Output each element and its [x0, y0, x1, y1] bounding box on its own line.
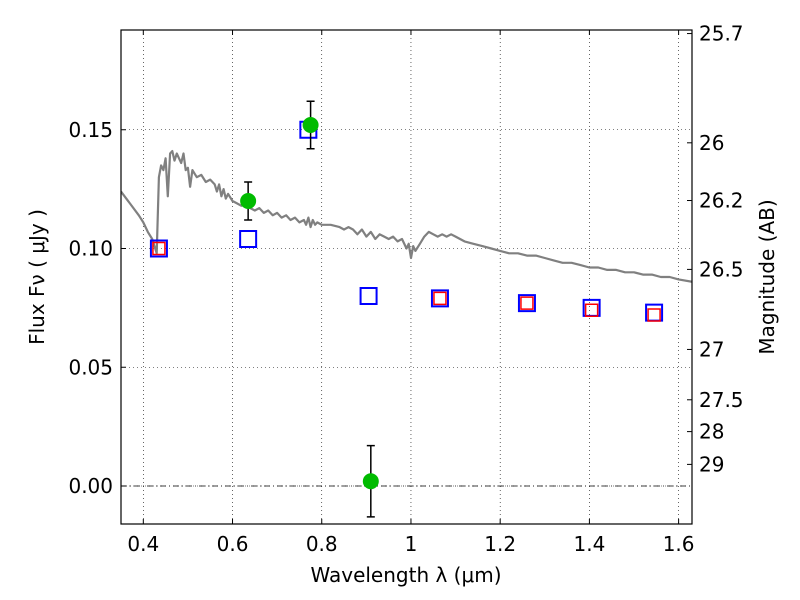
- x-axis-label: Wavelength λ (μm): [310, 563, 501, 587]
- y-tick-label: 0.05: [68, 355, 113, 379]
- observed-point: [362, 473, 379, 490]
- grid: [121, 30, 692, 524]
- x-tick-label: 0.6: [217, 532, 249, 556]
- observed-point: [302, 117, 319, 133]
- y2-tick-label: 28: [699, 420, 724, 444]
- x-tick-label: 0.4: [127, 532, 159, 556]
- x-tick-label: 0.8: [306, 532, 338, 556]
- y-tick-label: 0.15: [68, 118, 113, 142]
- small-box-marker: [152, 241, 166, 256]
- model-box-marker: [239, 230, 258, 248]
- small-box-marker: [433, 291, 447, 306]
- small-box-marker: [584, 303, 599, 317]
- observed-point: [240, 193, 257, 209]
- y-axis-label: Flux Fν ( μJy ): [25, 209, 49, 345]
- markers: [149, 100, 664, 518]
- model-box-marker: [430, 289, 449, 308]
- y-tick-label: 0.10: [68, 237, 113, 261]
- y2-axis-label: Magnitude (AB): [755, 199, 779, 354]
- y2-tick-label: 27: [699, 337, 724, 361]
- axes-frame: [120, 29, 693, 525]
- model-box-marker: [149, 239, 168, 258]
- ticks: 0.4 0.6 0.8 1 1.2 1.4 1.6 0.00 0.05 0.10 0.15 25.7 2…: [68, 22, 743, 556]
- small-box-marker: [647, 308, 661, 322]
- x-tick-label: 1.6: [663, 532, 695, 556]
- x-tick-label: 1: [405, 532, 418, 556]
- plot-area: [121, 100, 692, 518]
- y2-tick-label: 25.7: [699, 22, 744, 46]
- y2-tick-label: 26: [699, 131, 724, 155]
- small-box-marker: [520, 296, 534, 310]
- y2-tick-label: 27.5: [699, 388, 744, 412]
- x-tick-label: 1.4: [573, 532, 605, 556]
- y2-tick-label: 26.2: [699, 189, 744, 213]
- axis-labels: Wavelength λ (μm) Flux Fν ( μJy ) Magnit…: [25, 199, 779, 587]
- model-spectrum: [121, 150, 692, 283]
- y2-tick-label: 29: [699, 452, 724, 476]
- model-spectrum-line: [121, 150, 692, 283]
- y-tick-label: 0.00: [68, 474, 113, 498]
- y2-tick-label: 26.5: [699, 257, 744, 281]
- model-box-marker: [359, 287, 378, 305]
- x-tick-label: 1.2: [484, 532, 516, 556]
- model-box-marker: [517, 294, 536, 313]
